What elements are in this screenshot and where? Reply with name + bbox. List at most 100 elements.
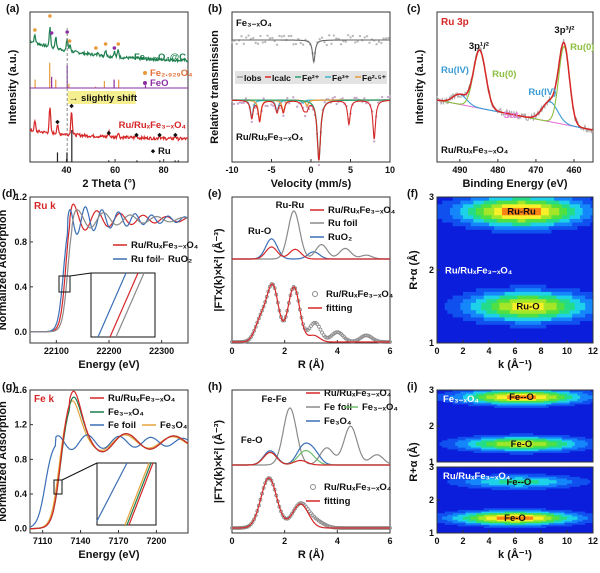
panel-f-cell [561, 324, 565, 329]
legend-g-0-label: Ru/RuₓFe₃₋ₓO₄ [108, 393, 176, 404]
panel-f-cell [554, 262, 558, 267]
panel-f-cell [567, 299, 571, 304]
panel-f-cell [530, 218, 534, 224]
panel-i-0-cell [452, 433, 456, 436]
panel-i-0-cell [525, 400, 529, 404]
panel-i-0-cell [541, 453, 545, 456]
panel-f-cell [439, 237, 443, 242]
panel-i-0-cell [457, 456, 461, 459]
panel-i-0-cell [556, 393, 560, 396]
panel-f-cell [489, 299, 493, 304]
panel-i-0-cell [551, 413, 555, 416]
panel-f-cell [559, 237, 563, 242]
panel-f-cell [465, 332, 469, 337]
panel-f-cell [439, 240, 443, 245]
panel-f-cell [551, 277, 555, 282]
panel-i-0-cell [522, 456, 526, 459]
panel-f-cell [577, 197, 581, 202]
panel-f-cell [481, 204, 485, 209]
panel-f-cell [460, 324, 464, 329]
panel-f-cell [442, 204, 446, 209]
panel-f-cell [450, 284, 454, 289]
panel-f-cell [559, 306, 563, 311]
panel-f-cell [567, 313, 571, 318]
legend-4: Fe²·⁵⁺ [362, 73, 387, 83]
panel-f-cell [509, 244, 513, 249]
panel-i-0-cell [546, 422, 550, 425]
panel-i-0-cell [538, 438, 542, 441]
panel-i-0-cell [476, 440, 480, 443]
panel-i-0-cell [512, 397, 516, 400]
panel-f-cell [512, 233, 516, 238]
panel-f-cell [439, 284, 443, 289]
panel-i-0-cell [460, 415, 464, 418]
panel-f-cell [509, 215, 513, 220]
panel-f-cell [486, 197, 490, 202]
panel-f-cell [559, 204, 563, 209]
panel-f-cell [504, 310, 508, 315]
panel-f-cell [569, 207, 573, 213]
panel-f-cell [507, 200, 511, 205]
legend-d-2-label: RuO₂ [168, 254, 192, 265]
panel-i-0-cell [470, 418, 474, 422]
panel-i-0-cell [468, 422, 472, 425]
panel-f-cell [567, 197, 571, 202]
panel-f-cell [468, 233, 472, 238]
panel-f-cell [561, 339, 565, 344]
panel-i-0-cell [491, 400, 495, 404]
panel-i-0-cell [463, 435, 467, 438]
panel-f-cell [525, 288, 529, 293]
panel-i-0-cell [450, 399, 454, 402]
panel-i-0-cell [522, 420, 526, 423]
panel-i-0-cell [548, 404, 552, 407]
panel-f-cell [551, 211, 555, 216]
panel-i-0-cell [509, 400, 513, 404]
panel-i-0-cell [476, 431, 480, 434]
panel-i-0-cell [559, 422, 563, 425]
panel-f-cell [483, 215, 487, 220]
panel-i-0-cell [481, 404, 485, 407]
panel-i-0-cell [447, 397, 451, 400]
panel-f-cell [541, 204, 545, 209]
panel-i-0-cell [481, 399, 485, 402]
panel-f-cell [517, 215, 521, 220]
panel-i-0-cell [507, 442, 511, 445]
panel-i-0-cell [489, 460, 493, 463]
panel-f-cell [559, 317, 563, 322]
panel-f-cell [541, 328, 545, 333]
panel-i-0-cell [437, 399, 441, 402]
panel-f-cell [478, 328, 482, 333]
panel-f-cell [468, 259, 472, 264]
panel-f-cell [489, 295, 493, 300]
panel-f-cell [572, 284, 576, 289]
panel-i-0-cell [470, 417, 474, 420]
panel-f-cell [468, 248, 472, 253]
panel-i-0-cell [476, 397, 480, 400]
panel-f-cell [491, 248, 495, 253]
iobs-point [294, 42, 298, 46]
panel-f-cell [559, 211, 563, 216]
iobs-point [301, 43, 305, 46]
panel-i-0-cell [559, 438, 563, 441]
panel-f-cell [494, 277, 498, 282]
panel-f-cell [530, 313, 534, 318]
panel-f-cell [528, 226, 532, 231]
legend-h-1-label: Fe foil [324, 402, 352, 413]
panel-f-cell [504, 259, 508, 264]
panel-f-cell [447, 277, 451, 282]
panel-i-0-cell [546, 442, 550, 445]
panel-i-0-cell [535, 431, 539, 434]
panel-f-cell [548, 321, 552, 326]
panel-i-0-cell [528, 438, 532, 441]
panel-f-cell [489, 237, 493, 242]
panel-i-0-cell [457, 435, 461, 438]
panel-f-cell [569, 233, 573, 238]
panel-f-cell [512, 222, 516, 227]
panel-f-cell [590, 226, 594, 231]
panel-i-0-cell [489, 436, 493, 440]
panel-f-cell [491, 328, 495, 333]
panel-i-0-cell [491, 390, 495, 393]
panel-f-cell [551, 295, 555, 300]
panel-f-cell [486, 200, 490, 205]
panel-i-0-cell [520, 404, 524, 407]
